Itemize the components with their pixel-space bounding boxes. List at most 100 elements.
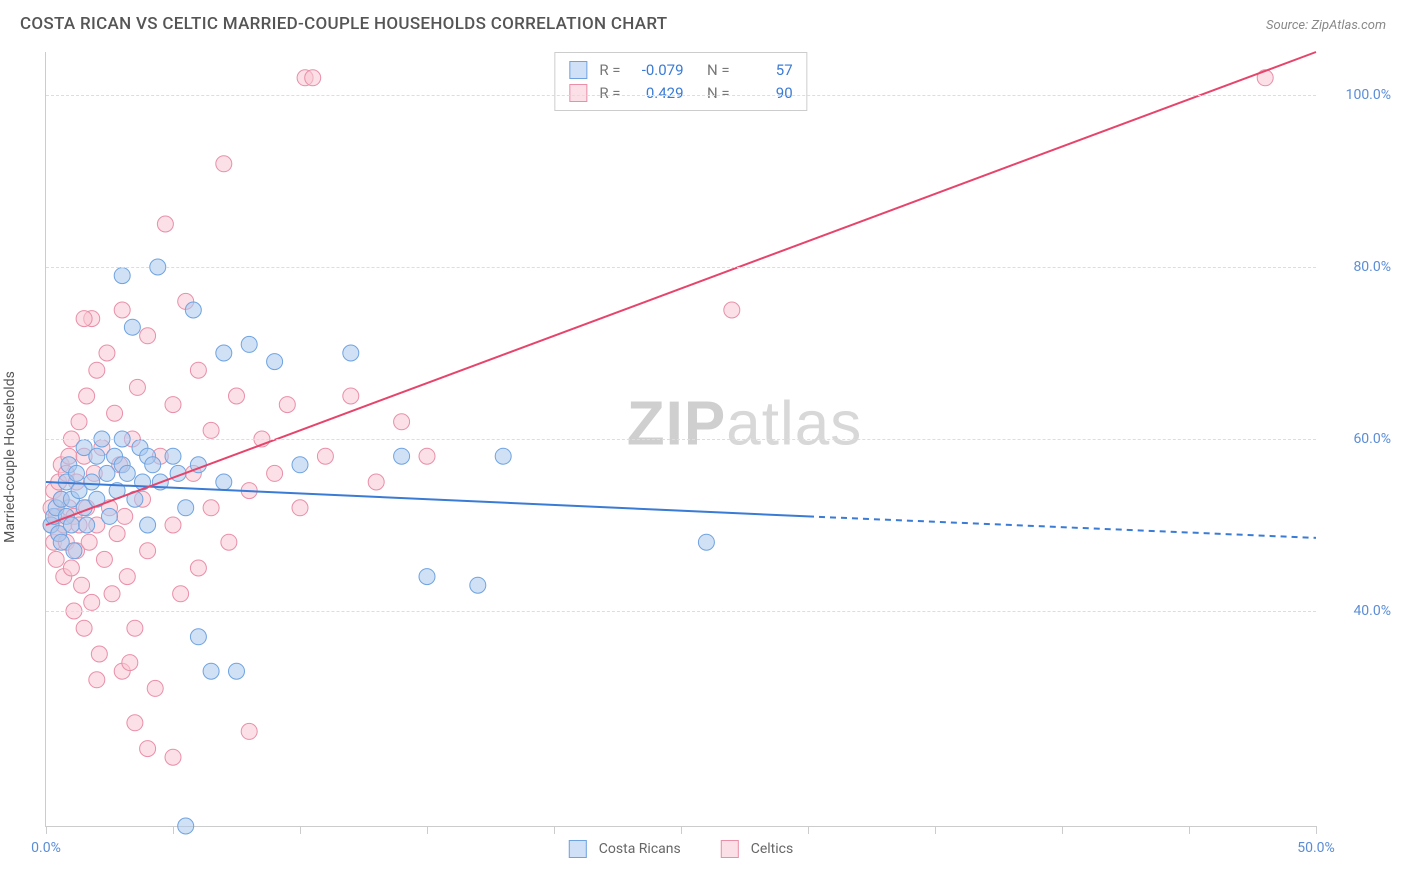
- legend-label-1: Costa Ricans: [599, 841, 681, 857]
- scatter-point: [190, 629, 206, 645]
- scatter-point: [129, 379, 145, 395]
- scatter-point: [203, 500, 219, 516]
- stats-row-1: R = -0.079 N = 57: [569, 59, 792, 82]
- n-label-1: N =: [707, 59, 730, 82]
- scatter-point: [119, 569, 135, 585]
- scatter-point: [343, 388, 359, 404]
- x-tick: [427, 826, 428, 834]
- chart-title: COSTA RICAN VS CELTIC MARRIED-COUPLE HOU…: [20, 14, 667, 34]
- trend-line: [46, 482, 808, 516]
- scatter-point: [74, 577, 90, 593]
- scatter-point: [109, 526, 125, 542]
- scatter-point: [305, 70, 321, 86]
- scatter-point: [140, 741, 156, 757]
- scatter-point: [165, 448, 181, 464]
- scatter-point: [79, 517, 95, 533]
- scatter-point: [140, 543, 156, 559]
- scatter-point: [343, 345, 359, 361]
- scatter-point: [394, 448, 410, 464]
- scatter-point: [66, 543, 82, 559]
- scatter-point: [127, 715, 143, 731]
- x-tick: [300, 826, 301, 834]
- scatter-point: [267, 465, 283, 481]
- scatter-point: [292, 500, 308, 516]
- chart-container: Married-couple Households ZIPatlas R = -…: [0, 42, 1406, 872]
- scatter-point: [419, 448, 435, 464]
- scatter-point: [229, 388, 245, 404]
- scatter-point: [216, 474, 232, 490]
- scatter-point: [145, 457, 161, 473]
- scatter-point: [89, 448, 105, 464]
- x-tick: [46, 826, 47, 834]
- scatter-point: [495, 448, 511, 464]
- stats-row-2: R = 0.429 N = 90: [569, 82, 792, 105]
- n-value-2: 90: [738, 82, 793, 105]
- scatter-point: [178, 818, 194, 834]
- y-tick-label: 80.0%: [1326, 259, 1391, 275]
- x-tick: [1316, 826, 1317, 834]
- scatter-point: [229, 663, 245, 679]
- source-label: Source:: [1266, 18, 1308, 33]
- scatter-point: [117, 508, 133, 524]
- legend-item-1: Costa Ricans: [569, 840, 681, 858]
- scatter-point: [221, 534, 237, 550]
- scatter-point: [317, 448, 333, 464]
- scatter-point: [89, 362, 105, 378]
- n-label-2: N =: [707, 82, 730, 105]
- scatter-point: [48, 551, 64, 567]
- y-tick-label: 40.0%: [1326, 603, 1391, 619]
- scatter-point: [84, 474, 100, 490]
- x-tick: [1062, 826, 1063, 834]
- stats-box: R = -0.079 N = 57 R = 0.429 N = 90: [554, 52, 807, 111]
- scatter-point: [89, 672, 105, 688]
- scatter-point: [203, 663, 219, 679]
- scatter-point: [127, 620, 143, 636]
- scatter-point: [96, 551, 112, 567]
- gridline: [46, 439, 1316, 440]
- scatter-point: [79, 388, 95, 404]
- swatch-series-1: [569, 61, 587, 79]
- x-tick: [1189, 826, 1190, 834]
- scatter-point: [71, 414, 87, 430]
- gridline: [46, 95, 1316, 96]
- scatter-point: [91, 646, 107, 662]
- scatter-point: [292, 457, 308, 473]
- n-value-1: 57: [738, 59, 793, 82]
- scatter-point: [114, 302, 130, 318]
- scatter-point: [124, 319, 140, 335]
- scatter-point: [394, 414, 410, 430]
- x-tick: [808, 826, 809, 834]
- scatter-point: [63, 560, 79, 576]
- scatter-point: [99, 465, 115, 481]
- scatter-point: [267, 354, 283, 370]
- scatter-point: [102, 508, 118, 524]
- source-attribution: Source: ZipAtlas.com: [1266, 18, 1386, 33]
- legend-swatch-1: [569, 840, 587, 858]
- scatter-point: [68, 465, 84, 481]
- scatter-point: [114, 268, 130, 284]
- gridline: [46, 267, 1316, 268]
- scatter-point: [419, 569, 435, 585]
- legend-item-2: Celtics: [721, 840, 793, 858]
- scatter-point: [119, 465, 135, 481]
- r-label-2: R =: [599, 82, 620, 105]
- r-label-1: R =: [599, 59, 620, 82]
- scatter-point: [99, 345, 115, 361]
- scatter-point: [81, 534, 97, 550]
- scatter-point: [104, 586, 120, 602]
- plot-area: ZIPatlas R = -0.079 N = 57 R = 0.429 N =…: [45, 52, 1316, 827]
- x-tick: [681, 826, 682, 834]
- scatter-point: [147, 680, 163, 696]
- scatter-point: [157, 216, 173, 232]
- x-label-right: 50.0%: [1297, 840, 1335, 856]
- scatter-point: [178, 500, 194, 516]
- scatter-point: [165, 517, 181, 533]
- scatter-point: [470, 577, 486, 593]
- scatter-point: [368, 474, 384, 490]
- scatter-point: [698, 534, 714, 550]
- scatter-point: [107, 405, 123, 421]
- scatter-point: [216, 345, 232, 361]
- x-tick: [935, 826, 936, 834]
- scatter-point: [122, 655, 138, 671]
- r-value-2: 0.429: [629, 82, 684, 105]
